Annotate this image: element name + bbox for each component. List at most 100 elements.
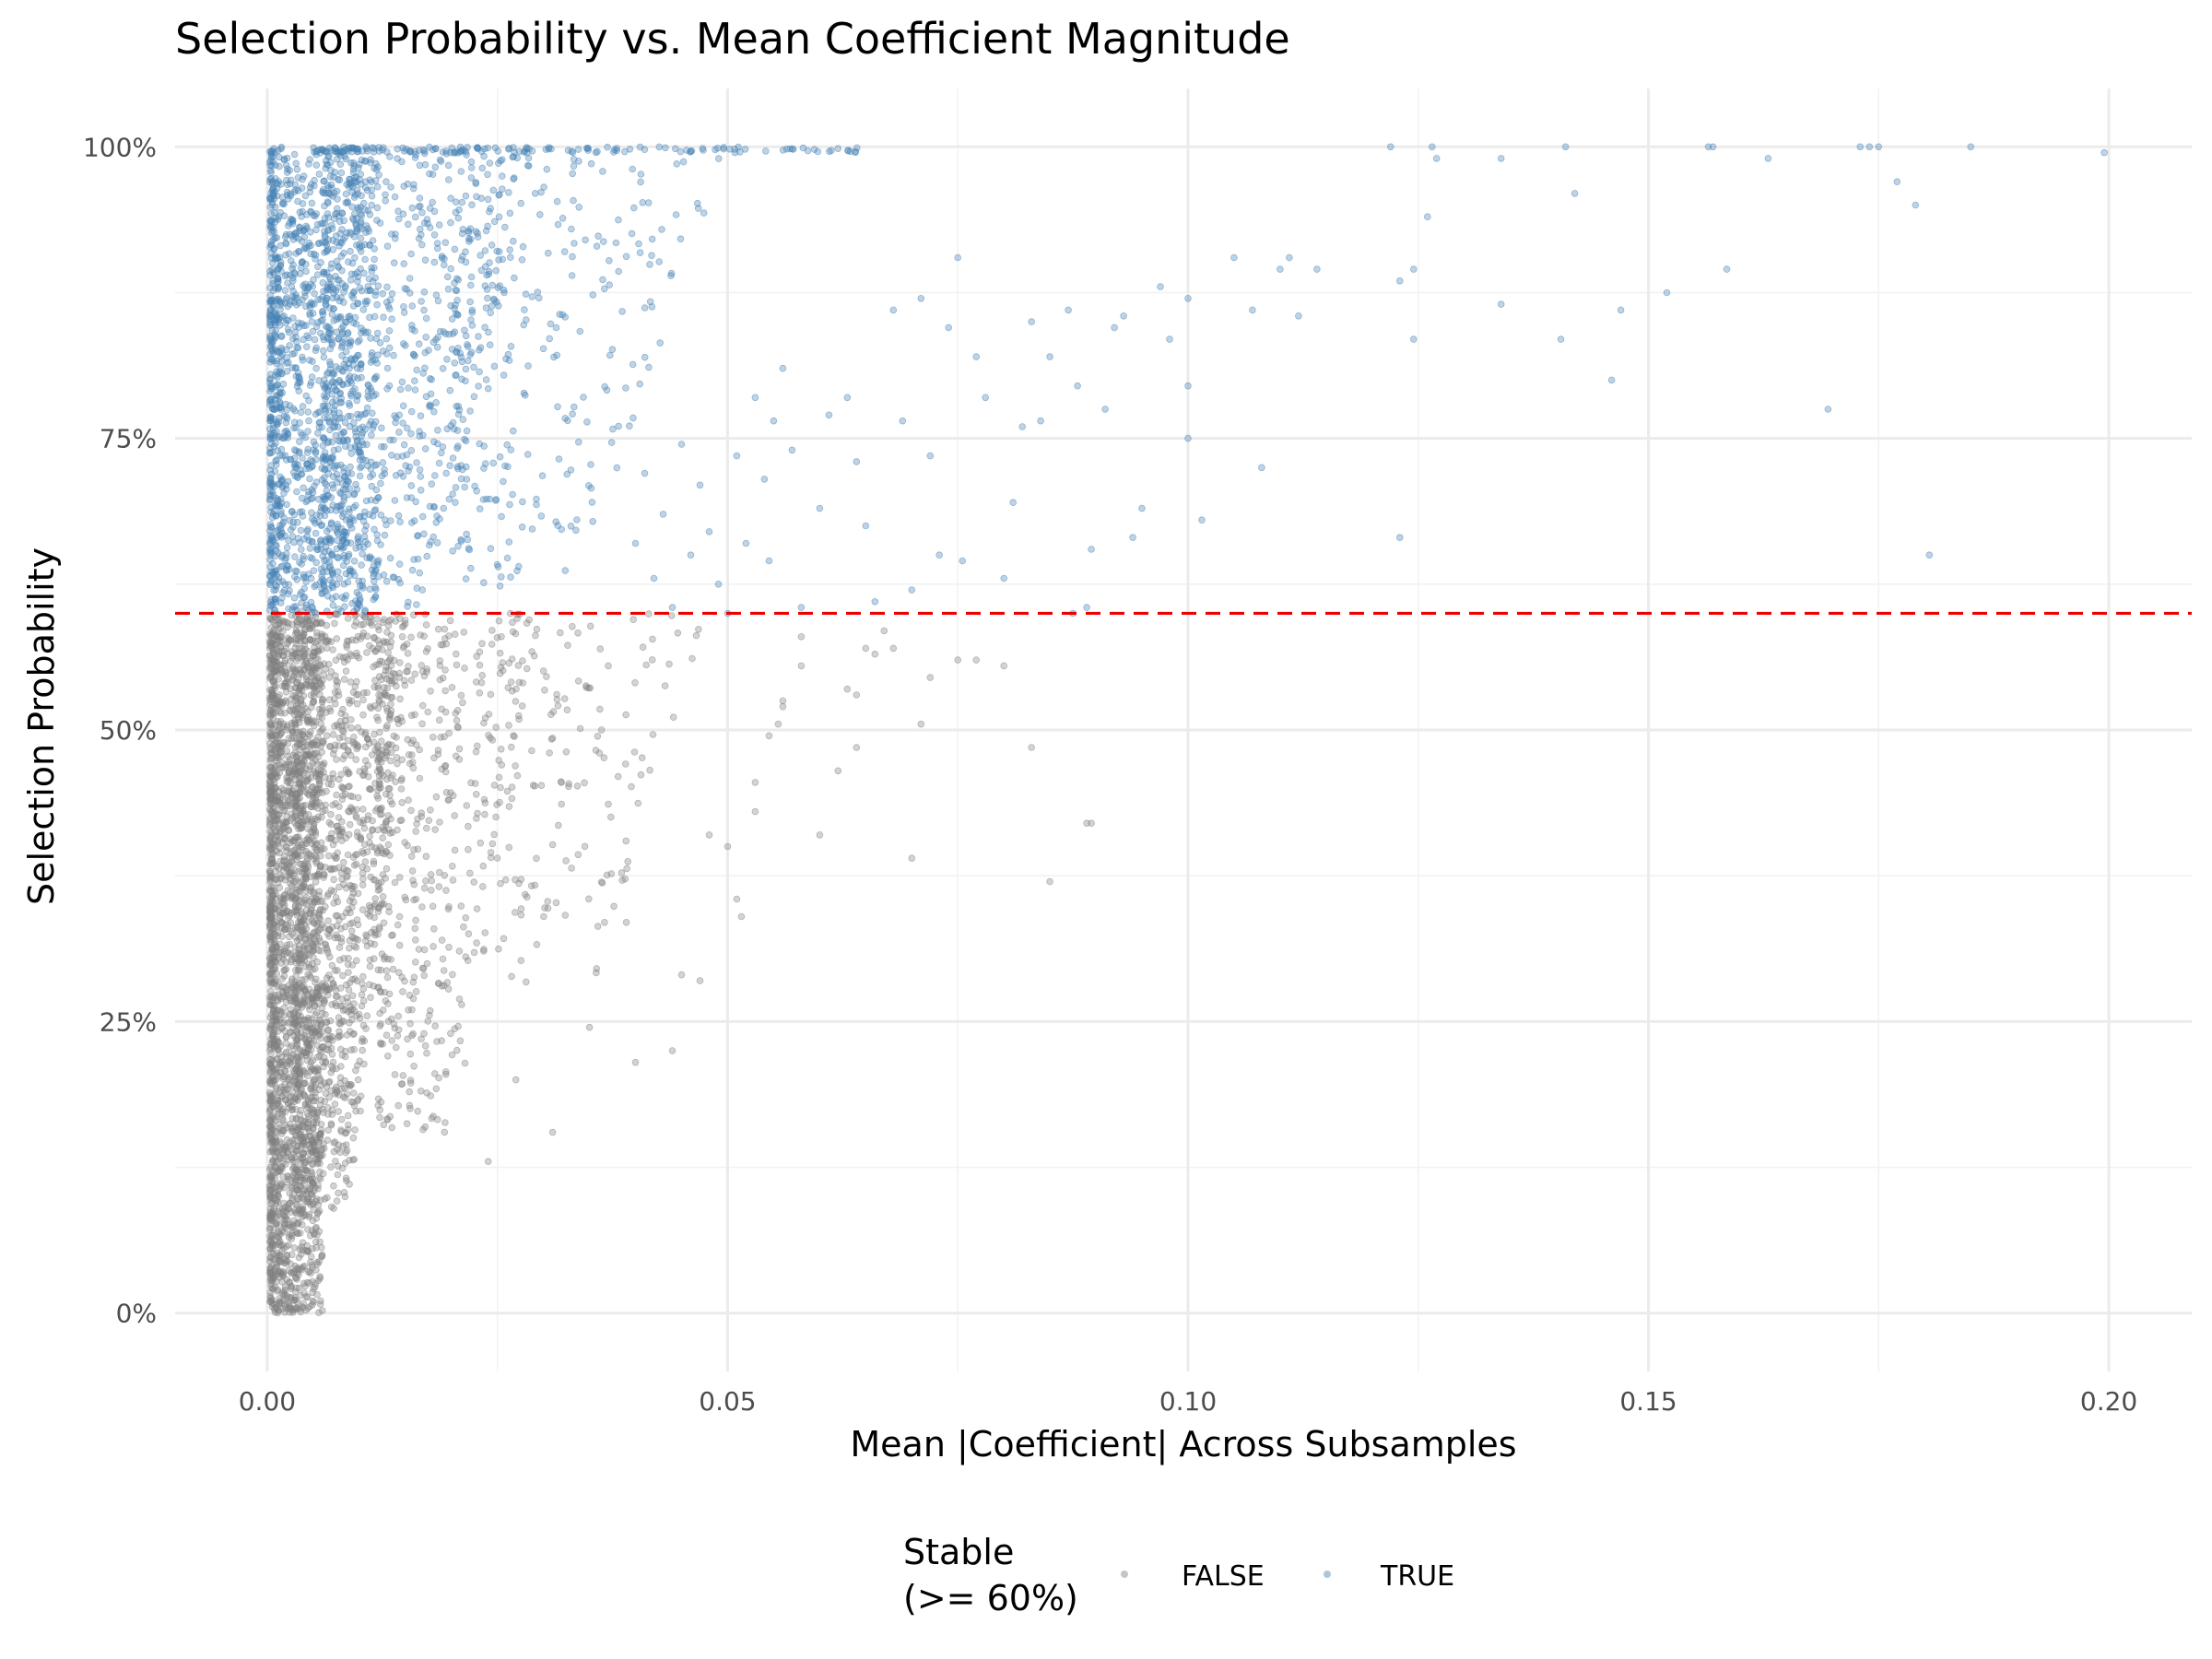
data-point-false: [315, 888, 324, 896]
data-point-false: [472, 790, 480, 798]
data-point-false: [273, 847, 281, 855]
data-point-false: [880, 627, 888, 635]
data-point-false: [461, 1059, 469, 1067]
data-point-false: [375, 673, 383, 680]
data-point-false: [291, 1158, 299, 1166]
data-point-false: [266, 781, 274, 789]
data-point-false: [276, 811, 283, 818]
data-point-false: [407, 806, 415, 815]
data-point-false: [308, 1170, 316, 1178]
data-point-false: [273, 1055, 281, 1063]
data-point-false: [389, 965, 397, 973]
data-point-false: [448, 683, 456, 691]
data-point-false: [843, 685, 852, 693]
data-point-false: [517, 876, 525, 883]
data-point-false: [481, 929, 489, 936]
data-point-false: [339, 792, 347, 799]
data-point-false: [488, 736, 497, 744]
data-point-false: [326, 865, 335, 873]
data-point-false: [335, 814, 343, 821]
data-point-false: [388, 741, 395, 749]
data-point-false: [272, 1016, 280, 1023]
data-point-false: [528, 747, 535, 755]
data-point-false: [426, 1011, 433, 1019]
data-point-false: [376, 728, 383, 736]
data-point-false: [434, 625, 442, 633]
data-point-true: [287, 256, 295, 265]
data-point-false: [394, 1026, 403, 1034]
data-point-false: [411, 670, 419, 678]
data-point-false: [317, 839, 325, 847]
data-point-false: [398, 775, 406, 782]
data-point-false: [418, 1035, 425, 1042]
data-point-false: [316, 1046, 324, 1054]
data-point-false: [422, 853, 430, 860]
data-point-false: [394, 921, 402, 929]
data-point-false: [349, 1099, 358, 1106]
data-point-true: [312, 441, 320, 449]
data-point-false: [297, 988, 305, 996]
data-point-true: [289, 468, 298, 477]
data-point-false: [431, 826, 440, 833]
data-point-false: [389, 771, 396, 779]
data-point-false: [387, 616, 394, 624]
data-point-false: [316, 661, 324, 669]
data-point-false: [295, 1253, 303, 1262]
data-point-false: [431, 1022, 440, 1030]
data-point-false: [377, 783, 384, 792]
data-point-false: [353, 745, 361, 753]
data-point-false: [473, 653, 480, 660]
data-point-true: [337, 169, 346, 177]
data-point-false: [562, 857, 570, 865]
data-point-false: [347, 652, 356, 660]
data-point-false: [306, 1006, 313, 1014]
data-point-false: [395, 674, 404, 681]
data-point-false: [335, 742, 343, 749]
data-point-false: [292, 1065, 300, 1073]
data-point-false: [368, 621, 376, 629]
data-point-false: [319, 906, 327, 914]
data-point-true: [294, 197, 301, 206]
data-point-false: [394, 969, 403, 976]
data-point-false: [339, 858, 347, 866]
data-point-false: [465, 845, 472, 853]
data-point-false: [422, 824, 430, 832]
data-point-false: [501, 876, 510, 884]
data-point-true: [282, 554, 290, 562]
data-point-false: [366, 832, 373, 841]
data-point-false: [306, 1267, 313, 1276]
data-point-false: [353, 806, 360, 814]
data-point-false: [359, 972, 367, 981]
data-point-false: [299, 820, 307, 829]
data-point-false: [285, 1076, 293, 1083]
data-point-false: [287, 1260, 295, 1268]
data-point-false: [327, 1203, 335, 1211]
data-point-false: [312, 1223, 320, 1231]
data-point-false: [404, 650, 412, 657]
data-point-true: [310, 567, 318, 574]
data-point-false: [398, 1080, 406, 1088]
data-point-false: [379, 1006, 387, 1014]
data-point-false: [285, 1266, 293, 1275]
data-point-true: [341, 603, 348, 610]
data-point-false: [410, 846, 418, 853]
data-point-false: [359, 806, 367, 813]
data-point-false: [512, 1076, 520, 1084]
data-point-false: [331, 1100, 339, 1108]
data-point-false: [312, 1266, 320, 1274]
data-point-false: [271, 980, 278, 987]
data-point-false: [335, 1032, 343, 1040]
data-point-false: [266, 739, 274, 747]
data-point-false: [465, 869, 474, 877]
data-point-false: [351, 622, 359, 629]
data-point-false: [294, 1230, 302, 1238]
data-point-true: [266, 536, 275, 544]
data-point-false: [412, 828, 420, 835]
data-point-true: [367, 335, 374, 342]
data-point-false: [359, 1046, 367, 1054]
data-point-false: [268, 1080, 276, 1088]
data-point-false: [373, 615, 381, 623]
data-point-false: [453, 716, 461, 724]
data-point-false: [298, 1221, 306, 1229]
